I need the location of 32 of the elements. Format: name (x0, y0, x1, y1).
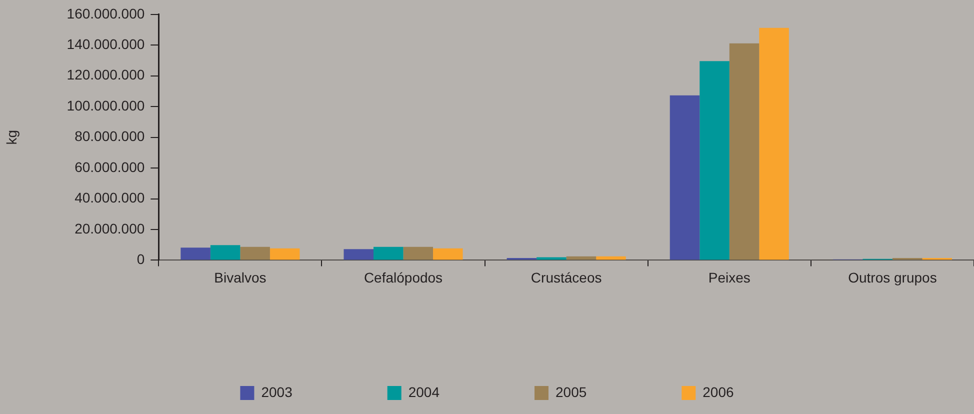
legend-label: 2004 (408, 384, 440, 400)
y-tick-label: 80.000.000 (74, 128, 145, 144)
bar (670, 95, 700, 260)
x-tick-label: Outros grupos (848, 269, 937, 286)
x-tick-label: Bivalvos (214, 269, 266, 286)
bar (596, 256, 626, 260)
bar (180, 248, 210, 260)
y-tick-label: 120.000.000 (66, 66, 145, 83)
bar (759, 28, 789, 260)
x-tick-label: Crustáceos (530, 269, 602, 286)
legend-label: 2006 (702, 384, 734, 400)
bar (700, 61, 730, 260)
y-tick-label: 160.000.000 (66, 5, 145, 22)
y-tick-label: 60.000.000 (74, 158, 145, 175)
bar (270, 248, 300, 260)
y-tick-label: 20.000.000 (74, 220, 145, 236)
y-axis-title: kg (3, 130, 20, 145)
x-tick-label: Cefalópodos (364, 269, 443, 286)
bar (374, 246, 404, 260)
bar (344, 249, 374, 260)
legend-label: 2003 (261, 384, 293, 400)
y-tick-label: 100.000.000 (66, 97, 145, 114)
y-tick-label: 0 (136, 251, 145, 268)
bar (433, 248, 463, 260)
bar (240, 246, 270, 260)
bar (210, 245, 240, 260)
bar (403, 246, 434, 260)
x-tick-label: Peixes (708, 269, 750, 286)
legend-label: 2005 (556, 384, 587, 400)
bar (729, 43, 760, 260)
y-tick-label: 140.000.000 (66, 36, 145, 52)
y-tick-label: 40.000.000 (74, 190, 145, 206)
